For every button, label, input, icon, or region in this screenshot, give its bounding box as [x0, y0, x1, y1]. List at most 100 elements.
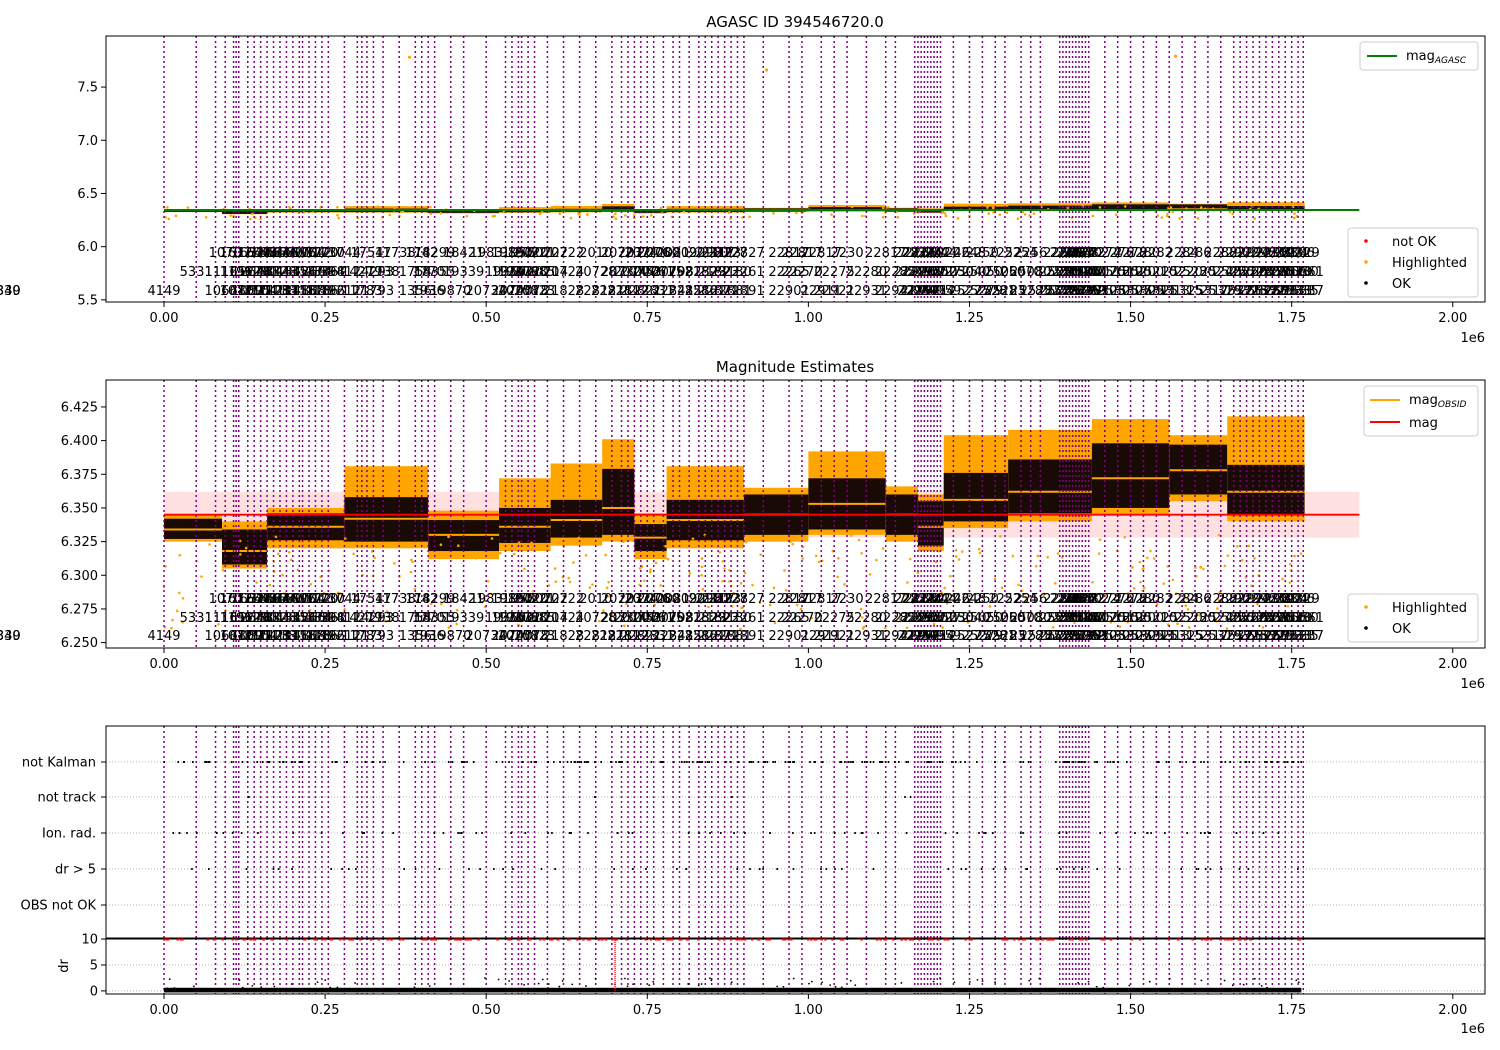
- flag-point: [834, 868, 836, 870]
- y-tick-label: 6.375: [61, 468, 98, 483]
- panel-flags-grid: [106, 761, 1485, 906]
- dr-ok-point: [821, 981, 824, 984]
- dr-not-ok-point: [1237, 937, 1240, 941]
- highlighted-point: [648, 570, 652, 574]
- dr-not-ok-point: [244, 937, 247, 941]
- flag-point: [632, 868, 634, 870]
- dr-ok-point: [932, 980, 935, 983]
- dr-not-ok-point: [496, 937, 499, 941]
- observation-id-label: 2252: [988, 246, 1021, 261]
- observation-id-label: 1366: [292, 265, 325, 280]
- flag-point: [1156, 761, 1159, 763]
- y-tick-label: 6.400: [61, 434, 98, 449]
- highlighted-point: [772, 586, 776, 590]
- observation-id-label: 22961: [900, 629, 941, 644]
- observation-id-label: 1278: [238, 611, 271, 626]
- x-tick-label: 1.00: [794, 657, 823, 672]
- observation-id-label: 25110: [1052, 265, 1093, 280]
- observation-id-label: 19870: [430, 629, 471, 644]
- agasc-highlighted-point: [1166, 212, 1169, 216]
- y-tick-label: 7.0: [77, 134, 98, 149]
- dr-not-ok-point: [464, 937, 467, 941]
- highlighted-point: [1149, 549, 1152, 553]
- observation-id-label: 2284: [1166, 246, 1199, 261]
- agasc-highlighted-point: [727, 211, 731, 214]
- observation-id-label: 1212: [328, 284, 361, 299]
- highlighted-point: [352, 552, 355, 556]
- observation-id-label: 22931: [846, 629, 887, 644]
- highlighted-point: [1256, 602, 1259, 606]
- legend-swatch-ok: [1364, 281, 1368, 285]
- highlighted-point: [643, 579, 646, 583]
- highlighted-point: [1240, 558, 1244, 562]
- observation-id-label: 1640: [238, 246, 271, 261]
- observation-id-label: 25240: [1200, 611, 1241, 626]
- flag-point: [381, 832, 384, 834]
- observation-id-label: 25070: [1000, 611, 1041, 626]
- highlighted-point: [1131, 566, 1134, 569]
- observation-id-label: 25323: [1226, 629, 1267, 644]
- observation-id-label: 25230: [1174, 611, 1215, 626]
- dr-ok-point: [1266, 986, 1268, 989]
- flag-point: [841, 868, 843, 870]
- observation-id-label: 22812: [607, 629, 648, 644]
- flag-point: [839, 761, 841, 763]
- dr-not-ok-point: [249, 937, 252, 941]
- observation-id-label: 2274: [1088, 592, 1121, 607]
- agasc-highlighted-point: [493, 214, 497, 218]
- flag-point: [792, 761, 794, 763]
- flag-point: [764, 761, 767, 763]
- agasc-highlighted-point: [164, 216, 167, 219]
- dr-ok-point: [1028, 979, 1031, 982]
- observation-id-label: 1354: [283, 611, 316, 626]
- flag-point: [208, 761, 211, 763]
- observation-id-label: 20722: [543, 592, 584, 607]
- observation-id-label: 1148: [276, 284, 309, 299]
- flag-point: [510, 832, 512, 834]
- observation-id-label: 21828: [543, 629, 584, 644]
- observation-id-label: 2248: [953, 592, 986, 607]
- observation-id-label: 2272: [1072, 246, 1105, 261]
- flag-point: [1199, 832, 1202, 834]
- flag-point: [330, 868, 332, 870]
- flag-point: [662, 761, 665, 763]
- flag-point: [1150, 832, 1152, 834]
- observation-id-label: 1696: [283, 246, 316, 261]
- x-tick-label: 0.50: [472, 311, 501, 326]
- observation-id-label: 2256: [1014, 592, 1047, 607]
- observation-id-label: 21828: [543, 284, 584, 299]
- observation-id-label: 20722: [527, 246, 568, 261]
- dr-not-ok-point: [767, 937, 770, 941]
- ok-range: [602, 468, 635, 535]
- observation-id-label: 25309: [1123, 629, 1164, 644]
- agasc-highlighted-point: [1253, 217, 1256, 220]
- observation-id-label: 25300: [1258, 265, 1299, 280]
- highlighted-point: [1145, 556, 1149, 560]
- observation-id-label: 1742: [405, 246, 438, 261]
- observation-id-label: 2304: [1275, 246, 1308, 261]
- dr-ok-point: [792, 977, 795, 980]
- dr-not-ok-point: [469, 937, 472, 941]
- observation-id-label: 2258: [1043, 246, 1076, 261]
- panel-magnitude-title: Magnitude Estimates: [716, 358, 874, 376]
- agasc-highlighted-point: [1291, 205, 1295, 209]
- dr-not-ok-point: [342, 937, 346, 941]
- observation-id-label: 1386: [305, 611, 338, 626]
- flag-point: [192, 761, 194, 763]
- observation-id-label: 1264: [231, 265, 264, 280]
- dr-not-ok-point: [1297, 937, 1300, 941]
- highlighted-point: [860, 552, 863, 555]
- highlighted-point: [1126, 621, 1129, 624]
- dr-ok-point: [968, 981, 971, 983]
- observation-id-label: 2290: [1217, 592, 1250, 607]
- highlighted-point: [455, 608, 459, 612]
- highlighted-point: [221, 568, 225, 572]
- flag-point: [636, 761, 639, 763]
- flag-point: [1118, 868, 1121, 870]
- dr-not-ok-point: [424, 937, 427, 941]
- panel-agasc: AGASC ID 394546720.0 1070161216321640164…: [0, 13, 1486, 346]
- observation-id-label: 2286: [1178, 246, 1211, 261]
- agasc-highlighted-point: [896, 215, 900, 219]
- dr-not-ok-point: [656, 937, 659, 941]
- dr-not-ok-point: [324, 937, 327, 941]
